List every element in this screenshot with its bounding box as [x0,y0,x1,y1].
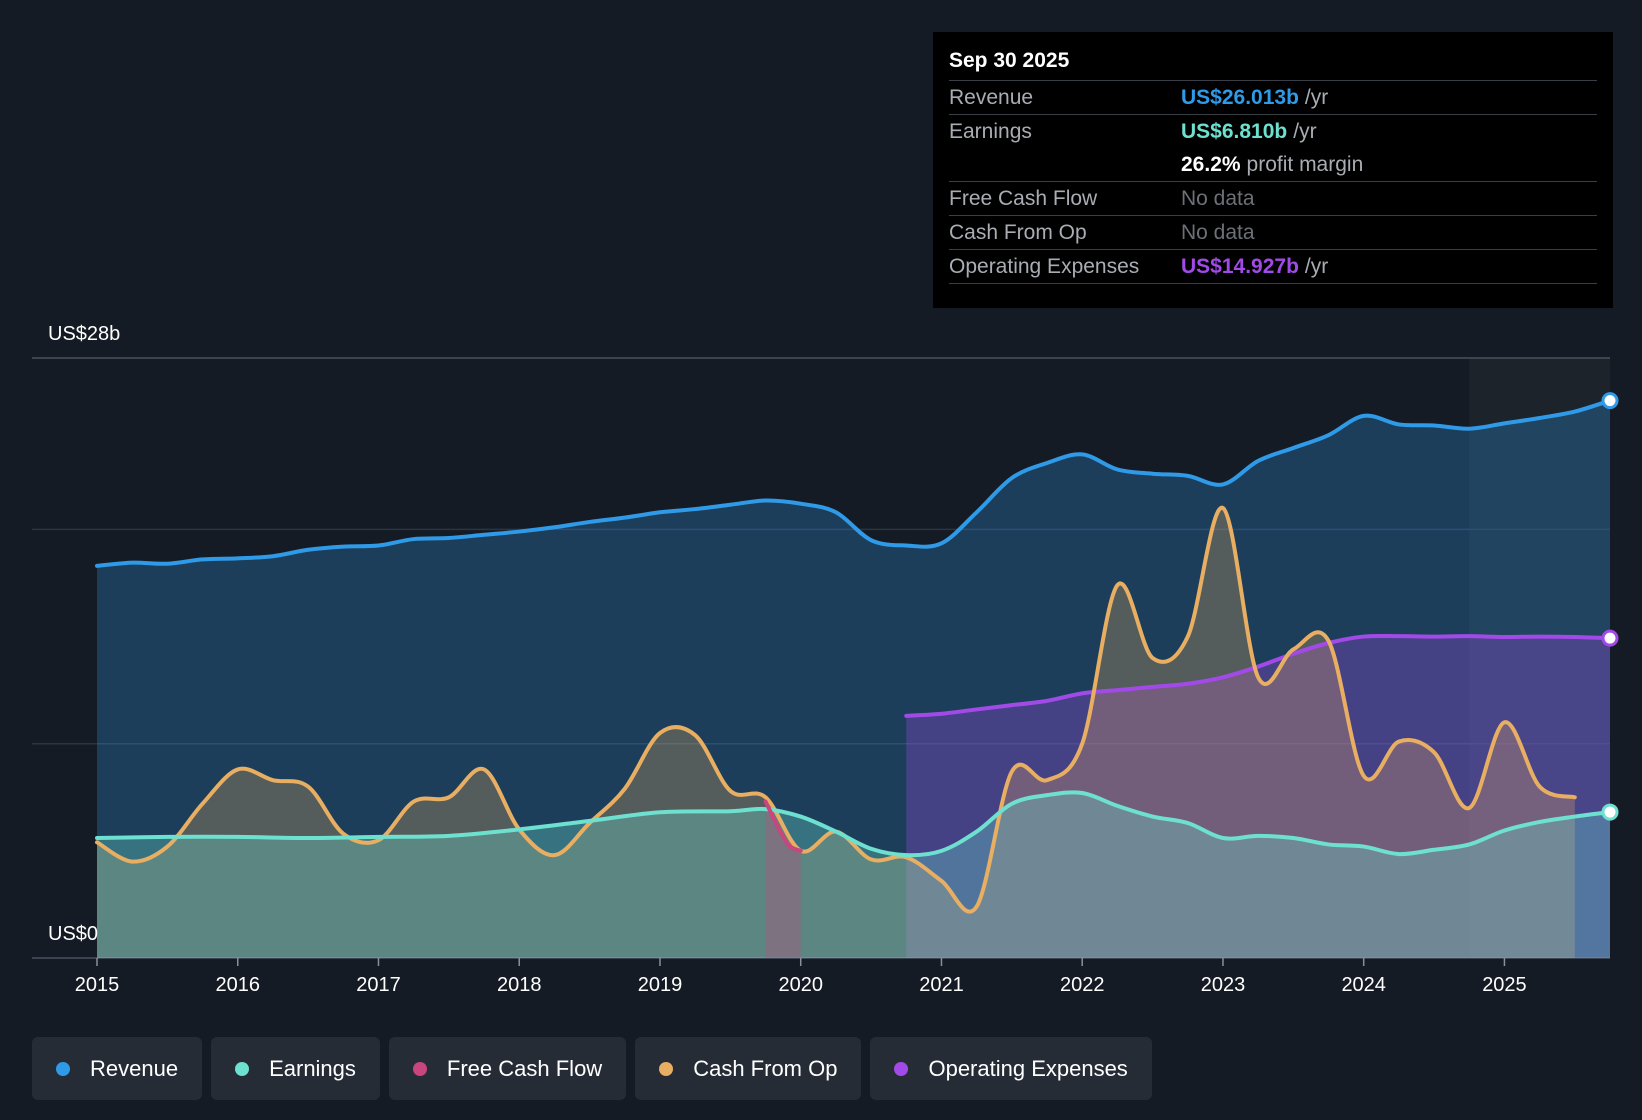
x-tick-label: 2018 [497,974,542,996]
legend-dot-revenue [56,1061,70,1076]
tooltip-revenue-value: US$26.013b [1181,85,1299,109]
free-cash-flow-line [763,799,803,853]
tooltip-row-opex: Operating Expenses US$14.927b /yr [949,250,1597,284]
hover-tooltip: Sep 30 2025 Revenue US$26.013b /yr Earni… [933,32,1613,308]
x-tick-label: 2024 [1341,974,1386,996]
revenue-line [95,398,1612,568]
y-axis-max-label: US$28b [48,323,120,345]
legend-label-free-cash-flow: Free Cash Flow [446,1055,603,1081]
revenue-endpoint [1601,392,1619,410]
legend-dot-cash-from-op [659,1061,674,1076]
earnings-line [95,790,1612,858]
tooltip-revenue-label: Revenue [949,85,1034,109]
x-tick-label: 2016 [215,974,260,996]
earnings-endpoint [1601,803,1619,821]
legend-item-operating-expenses[interactable]: Operating Expenses [870,1037,1152,1100]
tooltip-cfo-value: No data [1181,220,1255,244]
series-lines [95,398,1612,914]
tooltip-margin-value: 26.2% [1181,152,1241,176]
tooltip-fcf-label: Free Cash Flow [949,186,1098,210]
free-cash-flow-area [765,801,801,958]
x-tick-label: 2022 [1060,974,1105,996]
tooltip-row-fcf: Free Cash Flow No data [949,182,1597,216]
operating-expenses-area [906,635,1610,958]
tooltip-date: Sep 30 2025 [949,46,1597,81]
legend-item-revenue[interactable]: Revenue [32,1037,203,1100]
x-tick-label: 2015 [75,974,120,996]
series-endpoints [1601,392,1619,821]
legend-dot-free-cash-flow [412,1061,427,1076]
tooltip-margin-label: profit margin [1246,152,1364,176]
legend-label-earnings: Earnings [269,1055,356,1081]
y-axis-min-label: US$0 [48,923,98,945]
x-tick-label: 2023 [1201,974,1246,996]
gridlines [32,357,1610,959]
tooltip-opex-unit: /yr [1304,254,1329,278]
tooltip-revenue-unit: /yr [1304,85,1329,109]
series-areas [97,400,1610,958]
tooltip-row-earnings: Earnings US$6.810b /yr [949,115,1597,148]
tooltip-row-revenue: Revenue US$26.013b /yr [949,81,1597,115]
cash-from-op-area [97,507,1575,958]
legend-label-operating-expenses: Operating Expenses [928,1055,1128,1081]
tooltip-cfo-label: Cash From Op [949,220,1087,244]
tooltip-row-margin: 26.2% profit margin [949,148,1597,182]
tooltip-fcf-value: No data [1181,186,1255,210]
chart-legend: Revenue Earnings Free Cash Flow Cash Fro… [32,1037,1152,1100]
tooltip-earnings-label: Earnings [949,119,1032,143]
x-tick-label: 2017 [356,974,401,996]
x-tick-label: 2020 [778,974,823,996]
tooltip-opex-value: US$14.927b [1181,254,1299,278]
x-axis-ticks: 2015 2016 2017 2018 2019 2020 2021 2022 2023 2024… [75,958,1527,996]
legend-dot-operating-expenses [894,1061,909,1076]
x-tick-label: 2019 [638,974,683,996]
x-tick-label: 2021 [919,974,964,996]
legend-item-earnings[interactable]: Earnings [211,1037,380,1100]
tooltip-earnings-value: US$6.810b [1181,119,1288,143]
legend-label-revenue: Revenue [90,1055,179,1081]
operating-expenses-endpoint [1601,629,1619,647]
earnings-area [97,792,1610,958]
legend-dot-earnings [235,1061,250,1076]
legend-item-free-cash-flow[interactable]: Free Cash Flow [388,1037,627,1100]
legend-item-cash-from-op[interactable]: Cash From Op [635,1037,862,1100]
operating-expenses-line [904,633,1612,718]
tooltip-opex-label: Operating Expenses [949,254,1140,278]
x-tick-label: 2025 [1482,974,1527,996]
legend-label-cash-from-op: Cash From Op [693,1055,838,1081]
tooltip-earnings-unit: /yr [1293,119,1317,143]
tooltip-row-cfo: Cash From Op No data [949,216,1597,250]
